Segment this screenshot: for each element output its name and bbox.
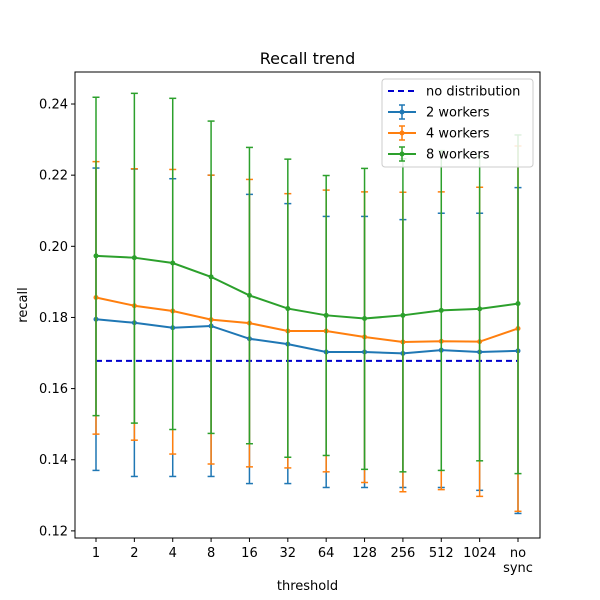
data-point <box>93 253 99 259</box>
data-point <box>208 274 214 280</box>
x-tick-label-line: 8 <box>207 546 215 561</box>
y-tick-label: 0.22 <box>39 169 68 184</box>
x-tick-label: 128 <box>352 546 377 561</box>
y-tick-label: 0.16 <box>39 382 68 397</box>
data-point <box>515 301 521 307</box>
x-tick-label-line: 4 <box>169 546 177 561</box>
data-point <box>170 260 176 266</box>
y-tick-label: 0.14 <box>39 453 68 468</box>
x-tick-label-line: 1024 <box>463 546 496 561</box>
y-tick-label: 0.18 <box>39 311 68 326</box>
y-axis: 0.12 0.14 0.16 0.18 0.20 0.22 0.24 <box>39 98 75 539</box>
y-tick-label: 0.24 <box>39 98 68 113</box>
x-tick-label: 32 <box>280 546 297 561</box>
y-tick-label: 0.20 <box>39 240 68 255</box>
x-tick-label: 8 <box>207 546 215 561</box>
legend-label: 8 workers <box>426 148 490 163</box>
series-2 <box>92 145 522 513</box>
series-line <box>95 296 519 343</box>
x-tick-label: no sync <box>503 546 533 576</box>
x-tick-label: 4 <box>169 546 177 561</box>
series-line <box>95 318 519 355</box>
x-tick-label-line: 512 <box>429 546 454 561</box>
legend-label: 4 workers <box>426 127 490 142</box>
x-tick-label-line: no <box>510 546 526 561</box>
y-axis-title: recall <box>16 287 31 322</box>
x-tick-label: 64 <box>318 546 335 561</box>
x-axis: 1 2 4 8 16 32 64 128 256 512 1024 no sync <box>92 538 533 576</box>
legend-handle-marker <box>399 109 405 115</box>
x-tick-label-line: 1 <box>92 546 100 561</box>
data-point <box>362 316 368 322</box>
x-tick-label: 256 <box>390 546 415 561</box>
data-point <box>246 292 252 298</box>
series-line <box>95 254 519 320</box>
x-tick-label-line: 32 <box>280 546 297 561</box>
legend-label: no distribution <box>426 85 520 100</box>
data-point <box>400 312 406 318</box>
y-tick-label: 0.12 <box>39 524 68 539</box>
legend-handle-marker <box>399 151 405 157</box>
data-point <box>323 312 329 318</box>
x-tick-label: 16 <box>241 546 258 561</box>
legend: no distribution 2 workers 4 workers 8 worke… <box>381 78 534 168</box>
data-point <box>438 307 444 313</box>
legend-box <box>381 78 534 168</box>
x-tick-label-line: 2 <box>130 546 138 561</box>
x-tick-label-line: 128 <box>352 546 377 561</box>
x-axis-title: threshold <box>277 579 338 594</box>
data-point <box>477 306 483 312</box>
data-point <box>285 306 291 312</box>
x-tick-label-line: 64 <box>318 546 335 561</box>
legend-label: 2 workers <box>426 106 490 121</box>
x-tick-label: 512 <box>429 546 454 561</box>
x-tick-label: 1 <box>92 546 100 561</box>
data-point <box>131 255 137 261</box>
x-tick-label: 1024 <box>463 546 496 561</box>
plot-frame <box>74 71 541 539</box>
x-tick-label-line: sync <box>503 561 533 576</box>
x-tick-label-line: 16 <box>241 546 258 561</box>
legend-handle-marker <box>399 130 405 136</box>
x-tick-label-line: 256 <box>390 546 415 561</box>
x-tick-label: 2 <box>130 546 138 561</box>
plot-area <box>92 92 522 515</box>
chart-title: Recall trend <box>260 49 355 68</box>
series-3 <box>92 92 522 475</box>
